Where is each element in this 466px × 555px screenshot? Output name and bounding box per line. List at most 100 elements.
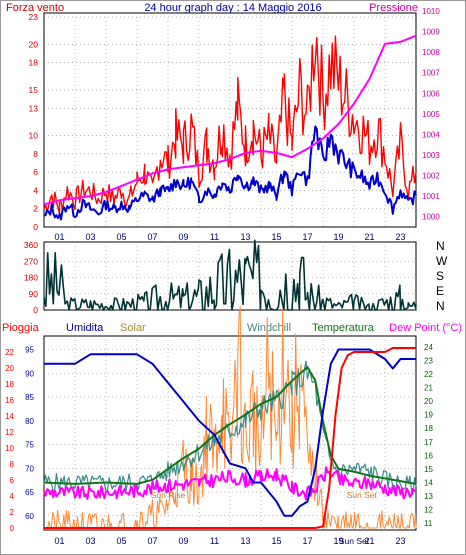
left-tick-label: 2 xyxy=(33,204,38,214)
x-tick-label: 19 xyxy=(333,232,343,242)
label-umidita: Umidita xyxy=(66,322,104,334)
right-tick-label: 1005 xyxy=(422,110,440,119)
temperature-tick-label: 22 xyxy=(424,370,433,379)
right-tick-label: 1003 xyxy=(422,151,440,160)
temperature-tick-label: 17 xyxy=(424,438,433,447)
umidita-tick-label: 95 xyxy=(25,346,34,355)
x-tick-label: 21 xyxy=(364,232,374,242)
chart-title: 24 hour graph day : 14 Maggio 2016 xyxy=(144,2,321,14)
x-tick-label: 05 xyxy=(116,232,126,242)
direction-tick-label: 360 xyxy=(24,240,38,250)
compass-letter: S xyxy=(436,269,444,283)
left-label-forza-vento: Forza vento xyxy=(6,2,64,14)
right-tick-label: 1000 xyxy=(422,213,440,222)
umidita-tick-label: 65 xyxy=(25,488,34,497)
label-pioggia: Pioggia xyxy=(2,322,40,334)
temperature-tick-label: 20 xyxy=(424,397,433,406)
right-tick-label: 1006 xyxy=(422,89,440,98)
x-tick-label: 19 xyxy=(333,536,343,546)
sunset-annotation: Sun Set xyxy=(347,490,378,500)
pioggia-tick-label: 22 xyxy=(5,348,14,357)
x-tick-label: 09 xyxy=(178,232,188,242)
temperature-tick-label: 23 xyxy=(424,356,433,365)
right-label-pressione: Pressione xyxy=(369,2,418,14)
temperature-tick-label: 15 xyxy=(424,465,433,474)
right-tick-label: 1008 xyxy=(422,48,440,57)
compass-letter: W xyxy=(436,254,448,268)
temperature-tick-label: 19 xyxy=(424,411,433,420)
temperature-tick-label: 12 xyxy=(424,506,433,515)
pioggia-tick-label: 4 xyxy=(10,492,15,501)
direction-tick-label: 180 xyxy=(24,273,38,283)
solar-line xyxy=(44,305,417,529)
x-tick-label: 03 xyxy=(85,536,95,546)
direction-tick-label: 90 xyxy=(29,289,39,299)
bottom-sunset-label: Sun Set xyxy=(339,536,370,546)
left-tick-label: 10 xyxy=(29,131,39,141)
x-tick-label: 23 xyxy=(395,536,405,546)
pioggia-tick-label: 20 xyxy=(5,364,14,373)
wind-gust-line xyxy=(43,35,417,215)
label-dew-point: Dew Point (°C) xyxy=(389,322,462,334)
umidita-tick-label: 85 xyxy=(25,393,34,402)
temperature-tick-label: 21 xyxy=(424,384,433,393)
rain-line xyxy=(44,347,416,529)
umidita-tick-label: 60 xyxy=(25,512,34,521)
right-tick-label: 1001 xyxy=(422,192,440,201)
left-tick-label: 13 xyxy=(29,103,39,113)
direction-tick-label: 270 xyxy=(24,256,38,266)
pioggia-tick-label: 12 xyxy=(5,428,14,437)
label-windchill: Windchill xyxy=(247,322,291,334)
x-tick-label: 03 xyxy=(85,232,95,242)
pioggia-tick-label: 8 xyxy=(10,460,15,469)
humidity-line xyxy=(44,348,416,517)
x-tick-label: 05 xyxy=(116,536,126,546)
pioggia-tick-label: 14 xyxy=(5,412,14,421)
x-tick-label: 09 xyxy=(178,536,188,546)
x-tick-label: 17 xyxy=(302,536,312,546)
compass-letter: E xyxy=(436,284,444,298)
wind-direction-line xyxy=(43,239,417,311)
umidita-tick-label: 80 xyxy=(25,417,34,426)
temperature-tick-label: 13 xyxy=(424,492,433,501)
pioggia-tick-label: 16 xyxy=(5,396,14,405)
right-tick-label: 1009 xyxy=(422,28,440,37)
x-tick-label: 13 xyxy=(240,232,250,242)
x-tick-label: 11 xyxy=(210,232,219,242)
left-tick-label: 23 xyxy=(29,12,39,22)
temperature-line xyxy=(43,366,417,485)
direction-tick-label: 0 xyxy=(33,305,38,315)
left-tick-label: 8 xyxy=(33,149,38,159)
umidita-tick-label: 70 xyxy=(25,464,34,473)
temperature-tick-label: 18 xyxy=(424,424,433,433)
left-tick-label: 15 xyxy=(29,85,39,95)
x-tick-label: 13 xyxy=(240,536,250,546)
right-tick-label: 1002 xyxy=(422,172,440,181)
compass-letter: N xyxy=(436,299,445,313)
pioggia-tick-label: 2 xyxy=(10,508,15,517)
pioggia-tick-label: 6 xyxy=(10,476,15,485)
right-tick-label: 1010 xyxy=(422,7,440,16)
temperature-tick-label: 14 xyxy=(424,479,433,488)
umidita-tick-label: 75 xyxy=(25,441,34,450)
pioggia-tick-label: 10 xyxy=(5,444,14,453)
pioggia-tick-label: 0 xyxy=(10,524,15,533)
windchill-line xyxy=(43,360,417,496)
right-tick-label: 1004 xyxy=(422,130,440,139)
temperature-tick-label: 16 xyxy=(424,451,433,460)
x-tick-label: 23 xyxy=(395,232,405,242)
sunrise-annotation: Sun Rise xyxy=(151,490,186,500)
pressure-line xyxy=(43,34,417,206)
left-tick-label: 20 xyxy=(29,39,39,49)
umidita-tick-label: 90 xyxy=(25,369,34,378)
x-tick-label: 07 xyxy=(147,536,157,546)
left-tick-label: 0 xyxy=(33,222,38,232)
temperature-tick-label: 11 xyxy=(424,519,433,528)
x-tick-label: 15 xyxy=(271,232,281,242)
x-tick-label: 17 xyxy=(302,232,312,242)
x-tick-label: 01 xyxy=(54,536,64,546)
label-temperatura: Temperatura xyxy=(312,322,375,334)
x-tick-label: 11 xyxy=(210,536,219,546)
dewpoint-line xyxy=(43,466,417,501)
